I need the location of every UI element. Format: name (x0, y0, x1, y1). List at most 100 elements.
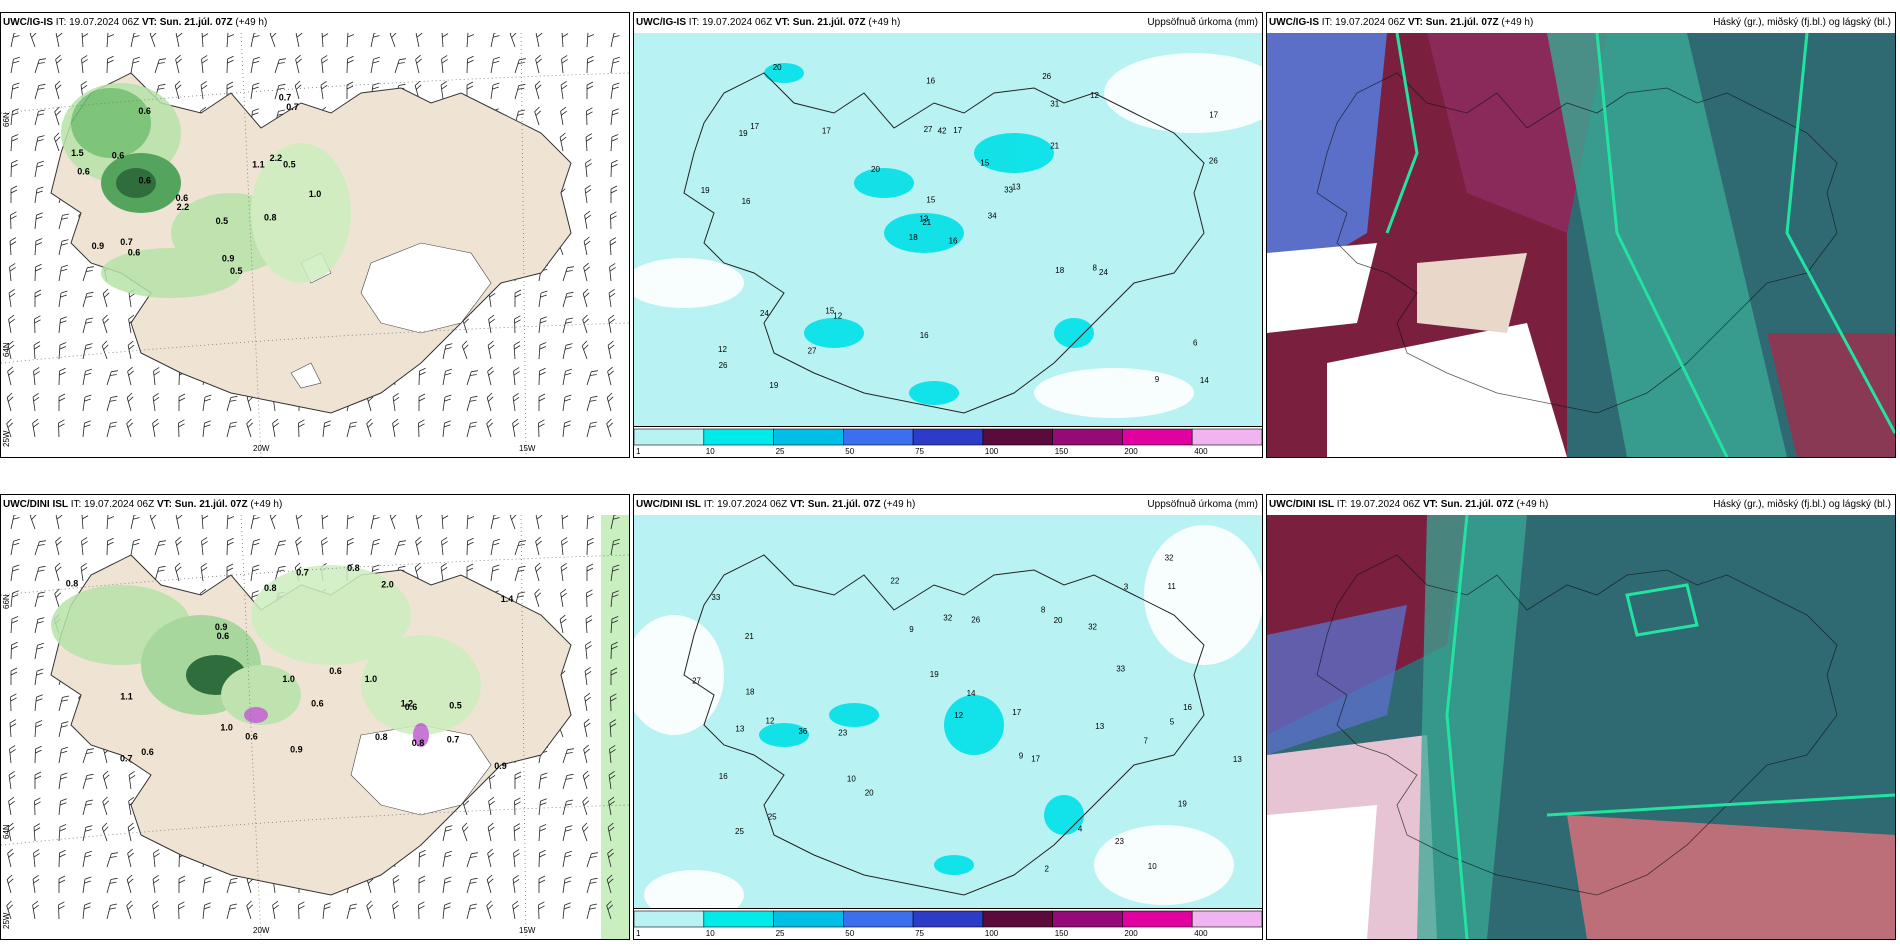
precip-shading (51, 565, 481, 747)
wind-barb (295, 54, 302, 74)
lat-label-25w: 25W (2, 912, 11, 929)
map-value-label: 26 (1209, 157, 1218, 166)
wind-barb (535, 515, 543, 530)
wind-barb (442, 876, 452, 894)
wind-barb (610, 134, 619, 152)
wind-barb (370, 33, 381, 48)
wind-barb (512, 393, 520, 412)
wind-barb (584, 185, 592, 204)
map-value-label: 16 (949, 237, 958, 246)
wind-barb (609, 745, 616, 764)
wind-barb (606, 392, 614, 412)
wind-barb (127, 366, 134, 386)
wind-barb (226, 515, 235, 530)
legend-swatch (1122, 910, 1193, 928)
lat-lon-grid (1, 33, 629, 457)
precip-values: 16 19 21 12 33 12 26 17 31 34 20 14 16 17 18 21 19 27 15 24… (701, 63, 1219, 390)
map-value-label: 27 (692, 676, 701, 685)
wind-barb (8, 314, 15, 334)
wind-barb (322, 902, 331, 920)
map-value-label: 18 (909, 233, 918, 242)
map-value-label: 17 (953, 126, 962, 135)
wind-barb (106, 877, 118, 894)
wind-barb (9, 263, 16, 282)
wind-barb (583, 718, 591, 738)
wind-barb (152, 875, 160, 894)
wind-barb (6, 392, 14, 412)
wind-barb (58, 746, 68, 764)
wind-barb (102, 770, 110, 790)
wind-barb (226, 903, 238, 920)
iceland-outline (1316, 554, 1838, 896)
wind-barb (34, 186, 44, 204)
vt-label: VT: (1407, 17, 1423, 28)
vt-label: VT: (774, 17, 790, 28)
wind-barb (370, 515, 381, 530)
wind-barb (106, 55, 114, 74)
wind-barb (610, 590, 619, 608)
wind-barb (34, 289, 42, 307)
map-value-label: 25 (735, 827, 744, 836)
map-value-label: 17 (1209, 110, 1218, 119)
wind-barb (389, 515, 397, 530)
wind-barb (126, 900, 133, 920)
wind-barb (130, 515, 141, 530)
wind-barb (440, 81, 448, 100)
map-value-label: 33 (711, 593, 720, 602)
wind-barb (586, 852, 599, 868)
wind-barb (295, 33, 303, 48)
wind-barb (321, 537, 328, 556)
wind-barb (606, 418, 613, 438)
precip-legend: 1 10 25 50 75 100 150 200 400 (634, 908, 1262, 939)
wind-barb (34, 720, 43, 738)
map-value-label: 2.0 (381, 580, 394, 590)
map-value-label: 13 (735, 725, 744, 734)
wind-map: 0.50.60.70.6 2.20.91.00.62.20.60.91.50.60… (1, 33, 629, 457)
wind-barb (441, 33, 449, 48)
wind-barb (6, 900, 13, 920)
wind-barb (58, 264, 68, 282)
wind-barb (488, 796, 495, 816)
wind-barb (34, 642, 44, 660)
wind-barb (6, 418, 13, 438)
wind-barb (58, 367, 66, 386)
map-value-label: 12 (954, 711, 963, 720)
wind-barb (10, 33, 21, 48)
legend-swatch (912, 428, 984, 446)
wind-barb (34, 591, 46, 608)
map-value-label: 0.7 (120, 237, 133, 247)
wind-barb (128, 771, 136, 790)
lon-label-20w: 20W (253, 444, 270, 453)
wind-barb (513, 849, 520, 868)
map-value-label: 0.6 (176, 193, 189, 203)
map-value-label: 0.8 (264, 212, 277, 222)
map-value-label: 36 (798, 727, 807, 736)
map-value-label: 12 (718, 345, 727, 354)
wind-barb (33, 823, 41, 842)
wind-barb (10, 590, 19, 608)
wind-barb (53, 132, 61, 152)
wind-barb (562, 850, 572, 868)
wind-barb (392, 875, 400, 894)
map-value-label: 0.6 (139, 176, 152, 186)
wind-barb (586, 903, 598, 920)
wind-barb (487, 822, 495, 842)
wind-barb (102, 288, 110, 308)
wind-barb (513, 823, 521, 842)
model-name: UWC/DINI ISL (3, 499, 68, 510)
legend-tick: 400 (1194, 929, 1208, 938)
map-value-label: 0.8 (264, 583, 277, 593)
wind-barb (586, 107, 593, 126)
wind-barb (10, 693, 17, 712)
cloud-map (1267, 33, 1895, 457)
wind-barb (269, 515, 277, 530)
legend-swatch (703, 910, 774, 928)
wind-barb (106, 421, 118, 438)
map-value-label: 33 (1116, 665, 1125, 674)
map-value-label: 1.0 (220, 722, 233, 732)
wind-barb (102, 796, 109, 816)
wind-map: 0.70.50.60.60.80.80.72.00.81.00.90.60.60… (1, 515, 629, 939)
wind-barb (370, 56, 380, 74)
lon-label-20w: 20W (253, 926, 270, 935)
